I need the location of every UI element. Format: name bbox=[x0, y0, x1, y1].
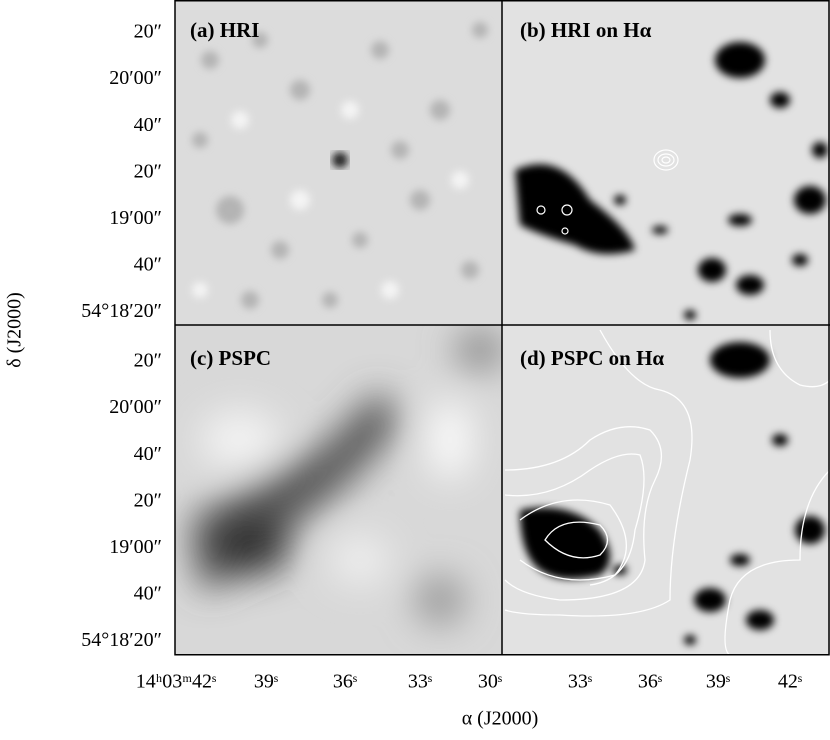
panel-label: (a) HRI bbox=[190, 18, 259, 42]
x-tick-label: 30ˢ bbox=[478, 671, 502, 693]
x-tick-label: 14ʰ03ᵐ42ˢ bbox=[136, 671, 216, 693]
x-tick-label: 36ˢ bbox=[333, 671, 357, 693]
y-tick-label: 20′00″ bbox=[109, 396, 162, 418]
y-tick-label: 40″ bbox=[134, 583, 162, 605]
x-tick-label: 36ˢ bbox=[638, 671, 662, 693]
panel-frames bbox=[174, 0, 830, 656]
panel-b-image bbox=[502, 0, 830, 325]
x-tick-label: 39ˢ bbox=[706, 671, 730, 693]
panel-label: (b) HRI on Hα bbox=[520, 18, 652, 42]
panel-c-image bbox=[175, 325, 502, 655]
y-tick-label: 54°18′20″ bbox=[81, 629, 162, 651]
y-tick-label: 40″ bbox=[134, 114, 162, 136]
panel-a-image bbox=[175, 0, 502, 325]
x-tick-label: 33ˢ bbox=[408, 671, 432, 693]
y-tick-label: 20″ bbox=[134, 489, 162, 511]
x-tick-label: 33ˢ bbox=[568, 671, 592, 693]
y-tick-label: 40″ bbox=[134, 254, 162, 276]
y-tick-label: 19′00″ bbox=[109, 536, 162, 558]
y-tick-label: 40″ bbox=[134, 443, 162, 465]
x-tick-label: 39ˢ bbox=[254, 671, 278, 693]
panel-label: (d) PSPC on Hα bbox=[520, 346, 664, 370]
y-axis-label: δ (J2000) bbox=[4, 292, 26, 368]
y-tick-label: 20″ bbox=[134, 21, 162, 43]
y-tick-label: 20″ bbox=[134, 160, 162, 182]
y-tick-label: 54°18′20″ bbox=[81, 300, 162, 322]
panel-d-image bbox=[502, 325, 830, 655]
x-axis-label: α (J2000) bbox=[462, 708, 539, 730]
y-tick-label: 20′00″ bbox=[109, 67, 162, 89]
panel-label: (c) PSPC bbox=[190, 346, 271, 370]
y-tick-label: 20″ bbox=[134, 350, 162, 372]
y-tick-label: 19′00″ bbox=[109, 207, 162, 229]
x-tick-label: 42ˢ bbox=[778, 671, 802, 693]
